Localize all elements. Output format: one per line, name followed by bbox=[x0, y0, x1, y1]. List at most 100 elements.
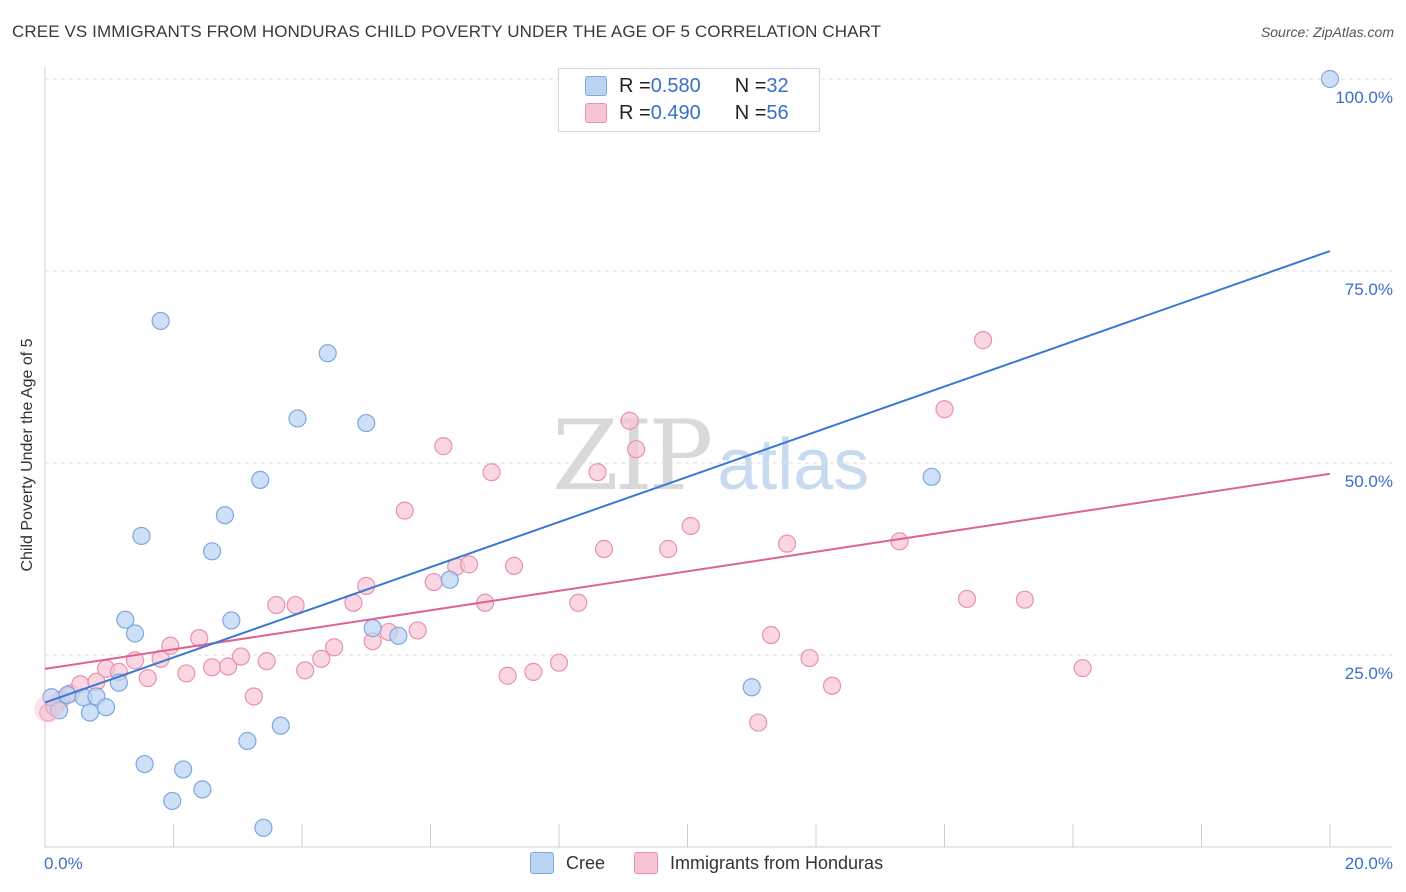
series-legend: Cree Immigrants from Honduras bbox=[0, 852, 1406, 878]
legend-n-label: N = bbox=[734, 101, 767, 124]
legend-n-value: 56 bbox=[766, 101, 789, 124]
data-point-honduras bbox=[1015, 590, 1034, 609]
data-point-honduras bbox=[257, 652, 276, 671]
data-point-honduras bbox=[1073, 658, 1092, 678]
data-point-honduras bbox=[777, 534, 797, 553]
legend-r-label: R = bbox=[619, 74, 651, 97]
data-point-cree bbox=[193, 780, 212, 799]
y-axis-label: Child Poverty Under the Age of 5 bbox=[19, 338, 36, 572]
data-point-honduras bbox=[761, 625, 781, 645]
data-point-honduras bbox=[231, 647, 251, 666]
data-point-cree bbox=[96, 698, 116, 717]
legend-row-cree: R = 0.580 N = 32 bbox=[585, 74, 789, 98]
data-point-cree bbox=[288, 409, 307, 428]
data-point-honduras bbox=[267, 595, 286, 615]
data-point-cree bbox=[80, 703, 100, 722]
data-point-cree bbox=[222, 611, 241, 630]
data-point-cree bbox=[922, 467, 941, 486]
data-point-honduras bbox=[504, 556, 524, 576]
data-point-cree bbox=[125, 624, 145, 643]
data-point-cree bbox=[215, 506, 234, 525]
data-point-honduras bbox=[286, 595, 305, 615]
legend-r-label: R = bbox=[619, 101, 651, 124]
data-point-honduras bbox=[524, 662, 543, 681]
series-label-honduras: Immigrants from Honduras bbox=[670, 852, 884, 873]
data-point-honduras bbox=[890, 532, 909, 551]
data-point-honduras bbox=[244, 687, 263, 706]
legend-n-value: 32 bbox=[766, 74, 789, 97]
data-point-honduras bbox=[681, 516, 700, 536]
x-tick-label: 0.0% bbox=[44, 854, 83, 873]
legend-r-value: 0.580 bbox=[650, 74, 701, 97]
data-point-honduras bbox=[312, 649, 331, 668]
data-point-honduras bbox=[626, 440, 646, 459]
data-point-honduras bbox=[659, 539, 678, 559]
legend-swatch-cree bbox=[585, 76, 607, 96]
data-point-honduras bbox=[935, 400, 954, 419]
data-point-honduras-cluster bbox=[34, 694, 63, 723]
data-point-honduras bbox=[800, 648, 819, 668]
y-tick-label: 50.0% bbox=[1345, 472, 1393, 491]
y-tick-label: 75.0% bbox=[1345, 280, 1393, 299]
data-point-cree bbox=[363, 619, 382, 638]
data-point-cree bbox=[271, 716, 290, 735]
source-credit: Source: ZipAtlas.com bbox=[1260, 24, 1394, 40]
data-point-honduras bbox=[296, 661, 315, 680]
data-point-cree bbox=[202, 542, 222, 561]
data-point-honduras bbox=[549, 653, 569, 672]
data-point-honduras bbox=[408, 621, 427, 640]
data-point-cree bbox=[318, 344, 337, 363]
data-point-cree bbox=[174, 760, 193, 779]
data-point-honduras bbox=[177, 664, 196, 683]
data-point-honduras bbox=[325, 638, 344, 657]
data-point-honduras bbox=[620, 411, 639, 430]
data-point-cree bbox=[440, 570, 459, 589]
x-tick-label: 20.0% bbox=[1345, 854, 1393, 873]
trend-line-cree bbox=[44, 250, 1331, 704]
data-point-honduras bbox=[482, 463, 501, 482]
chart-title: CREE VS IMMIGRANTS FROM HONDURAS CHILD P… bbox=[12, 22, 882, 41]
data-point-cree bbox=[389, 626, 408, 645]
series-legend-item-honduras: Immigrants from Honduras bbox=[634, 852, 883, 874]
y-tick-label: 100.0% bbox=[1335, 88, 1393, 107]
data-point-honduras bbox=[569, 593, 588, 612]
data-point-cree bbox=[742, 678, 761, 697]
data-point-honduras bbox=[219, 657, 238, 676]
data-point-honduras bbox=[594, 539, 614, 559]
data-point-cree bbox=[116, 610, 135, 629]
series-swatch-cree bbox=[530, 852, 554, 874]
data-point-cree bbox=[254, 818, 273, 837]
legend-n-label: N = bbox=[734, 74, 767, 97]
data-point-honduras bbox=[434, 437, 453, 456]
series-label-cree: Cree bbox=[566, 852, 606, 873]
data-point-honduras bbox=[459, 555, 479, 574]
data-point-cree bbox=[151, 311, 170, 331]
data-point-cree bbox=[163, 791, 182, 811]
y-tick-label: 25.0% bbox=[1345, 664, 1393, 683]
data-point-honduras bbox=[424, 572, 443, 592]
data-point-honduras bbox=[498, 666, 517, 685]
trend-line-honduras bbox=[44, 472, 1331, 670]
data-point-cree bbox=[238, 731, 257, 751]
data-point-honduras bbox=[822, 676, 842, 695]
legend-swatch-honduras bbox=[585, 103, 607, 123]
legend-r-value: 0.490 bbox=[650, 101, 701, 124]
data-point-cree bbox=[357, 413, 376, 433]
series-swatch-honduras bbox=[634, 852, 658, 874]
data-point-honduras bbox=[749, 713, 768, 732]
data-point-honduras bbox=[138, 668, 157, 688]
correlation-legend: R = 0.580 N = 32 R = 0.490 N = 56 bbox=[558, 68, 820, 132]
data-point-honduras bbox=[161, 636, 180, 655]
data-point-honduras bbox=[588, 463, 607, 482]
legend-row-honduras: R = 0.490 N = 56 bbox=[585, 101, 789, 125]
data-point-honduras bbox=[395, 501, 414, 520]
data-point-cree bbox=[251, 470, 270, 489]
data-point-honduras bbox=[957, 589, 977, 609]
data-point-honduras bbox=[190, 629, 209, 648]
data-point-honduras bbox=[202, 658, 222, 677]
series-legend-item-cree: Cree bbox=[530, 852, 605, 874]
data-point-cree bbox=[1320, 69, 1340, 89]
data-point-honduras bbox=[973, 331, 993, 350]
data-point-cree bbox=[132, 526, 151, 546]
